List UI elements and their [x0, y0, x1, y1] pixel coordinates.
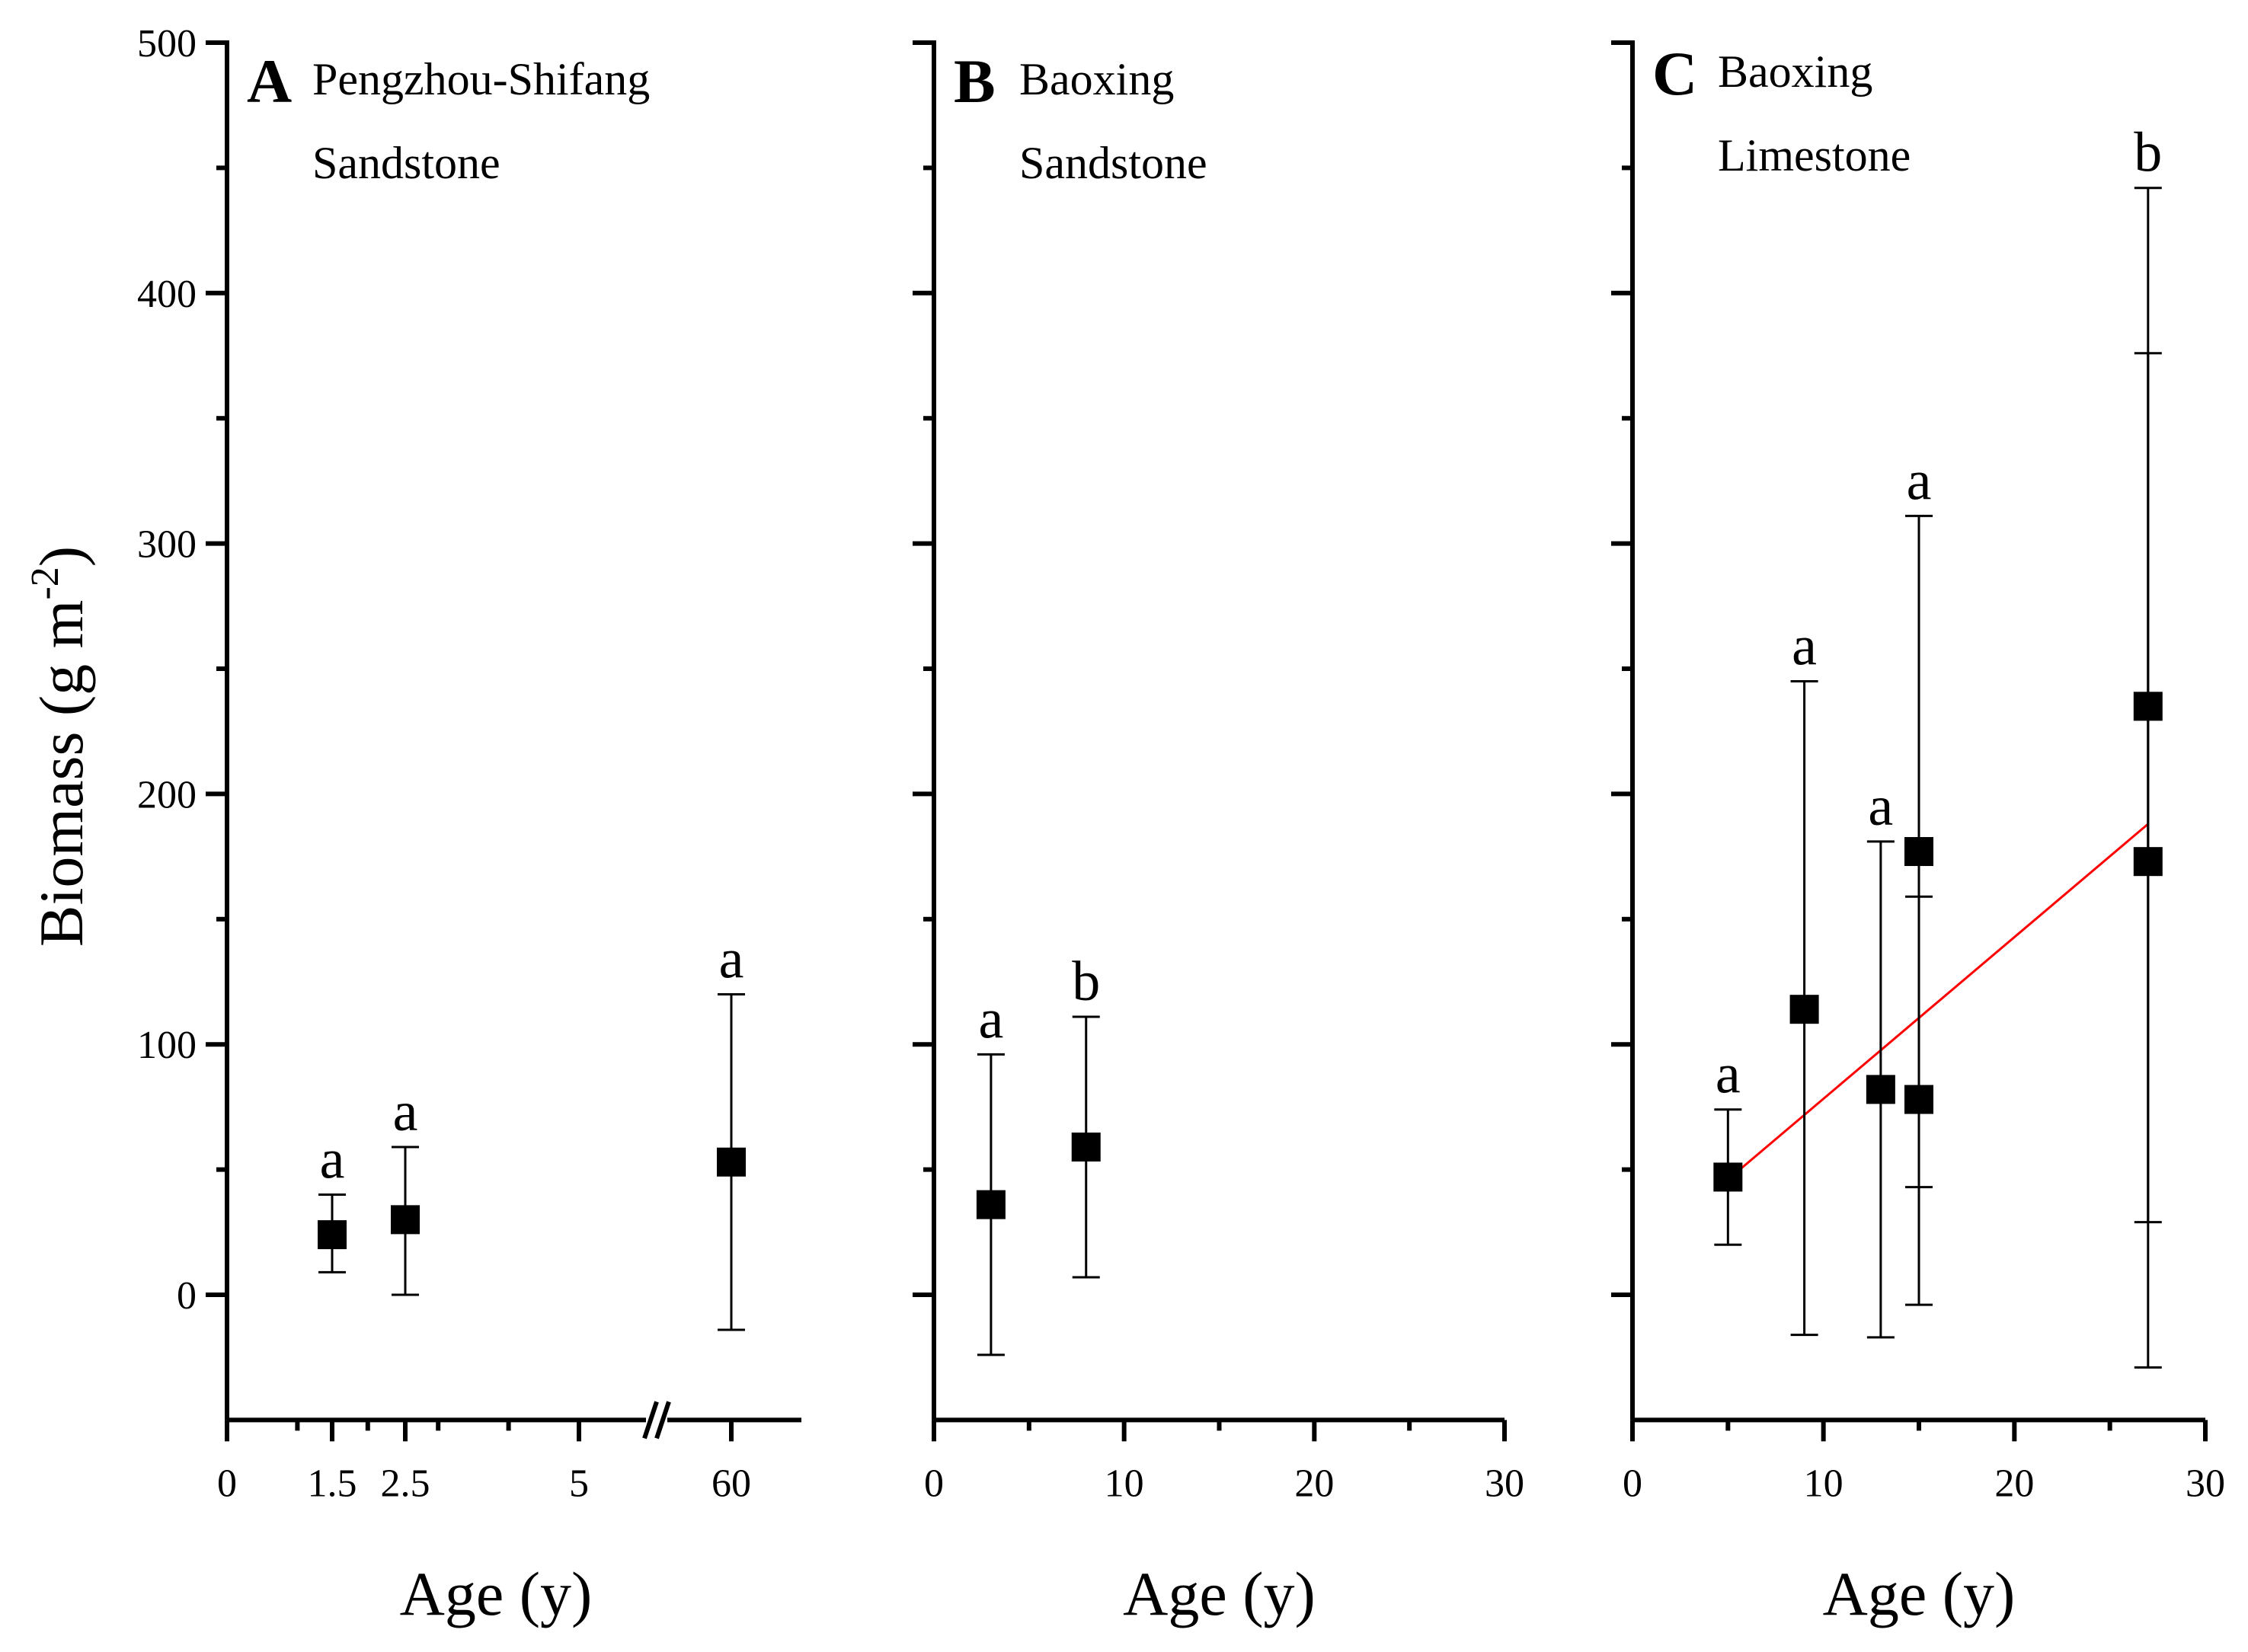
x-tick-label: 1.5: [308, 1462, 357, 1505]
x-tick-label: 0: [1623, 1462, 1642, 1505]
x-tick-label: 20: [1294, 1462, 1334, 1505]
data-point: [1071, 1133, 1101, 1162]
data-point: [976, 1190, 1006, 1219]
data-point: [2133, 847, 2163, 877]
significance-letter: b: [1072, 951, 1100, 1013]
y-tick-label: 100: [137, 1024, 197, 1067]
significance-letter: a: [978, 988, 1003, 1050]
y-axis-title-close: ): [27, 546, 96, 567]
data-point: [391, 1205, 420, 1235]
panel-letter: A: [247, 46, 292, 116]
y-tick-label: 500: [137, 22, 197, 66]
data-point: [1866, 1075, 1895, 1104]
x-tick-label: 10: [1105, 1462, 1144, 1505]
x-axis-title: Age (y): [400, 1559, 593, 1628]
panel-rock-label: Sandstone: [312, 138, 500, 188]
x-tick-label: 0: [217, 1462, 237, 1505]
x-tick-label: 0: [924, 1462, 944, 1505]
significance-letter: a: [1716, 1043, 1741, 1106]
data-point: [1713, 1162, 1743, 1192]
y-axis-title: Biomass (g m-2): [24, 546, 96, 947]
x-tick-label: 10: [1804, 1462, 1843, 1505]
panel-rock-label: Limestone: [1718, 130, 1911, 181]
y-axis-title-exponent: -2: [24, 567, 67, 599]
significance-letter: a: [320, 1128, 345, 1190]
data-point: [1904, 1085, 1933, 1114]
y-tick-label: 0: [177, 1274, 197, 1318]
y-axis-title-main: Biomass (g m: [27, 600, 96, 947]
panel-c: 0 10 20 30 Age (y) C Baoxing Limestone a a a a b: [1611, 39, 2225, 1628]
y-tick-label: 400: [137, 273, 197, 316]
x-tick-label: 20: [1994, 1462, 2034, 1505]
x-tick-label: 30: [2186, 1462, 2225, 1505]
x-tick-label: 2.5: [381, 1462, 430, 1505]
data-point: [1904, 837, 1933, 867]
x-tick-label: 60: [711, 1462, 751, 1505]
panel-a: 0 100 200 300 400 500 0 1.5 2.5 5 60 Age (y) A Pengzh…: [137, 22, 801, 1628]
x-tick-label: 5: [569, 1462, 589, 1505]
significance-letter: a: [1792, 615, 1817, 677]
panel-site-label: Baoxing: [1718, 46, 1872, 97]
regression-line: [1727, 823, 2149, 1181]
y-tick-label: 200: [137, 773, 197, 816]
significance-letter: a: [1868, 775, 1893, 838]
panel-site-label: Baoxing: [1019, 54, 1174, 104]
axis-break-mark: [642, 1401, 659, 1440]
x-axis-title: Age (y): [1823, 1559, 2016, 1628]
data-point: [318, 1220, 347, 1250]
y-tick-label: 300: [137, 523, 197, 567]
panel-b: 0 10 20 30 Age (y) B Baoxing Sandstone a b: [913, 40, 1524, 1628]
panel-letter: B: [954, 46, 996, 116]
data-point: [717, 1147, 746, 1177]
significance-letter: a: [1907, 449, 1932, 512]
data-point: [1789, 995, 1819, 1024]
x-tick-label: 30: [1485, 1462, 1524, 1505]
panel-site-label: Pengzhou-Shifang: [312, 54, 650, 104]
x-axis-title: Age (y): [1123, 1559, 1316, 1628]
significance-letter: a: [719, 928, 744, 990]
panel-rock-label: Sandstone: [1019, 138, 1207, 188]
significance-letter: b: [2134, 122, 2162, 184]
axis-break-mark: [654, 1401, 671, 1440]
significance-letter: a: [393, 1081, 418, 1143]
panel-letter: C: [1652, 39, 1697, 108]
